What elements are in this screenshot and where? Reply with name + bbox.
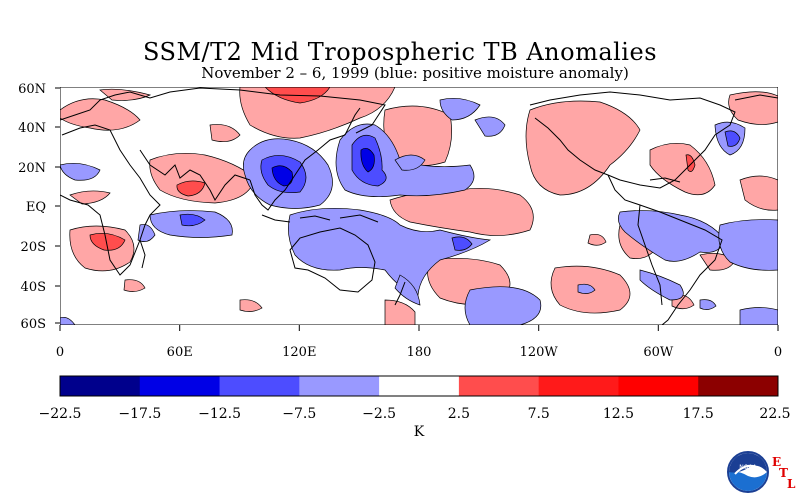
colorbar-swatch	[458, 376, 540, 396]
colorbar-swatch	[219, 376, 300, 396]
strongest-negative-anomaly	[271, 148, 375, 187]
noaa-logo: NOAA	[727, 451, 769, 493]
lat-label: 20N	[18, 161, 46, 176]
lon-label: 120W	[520, 345, 559, 360]
colorbar-label: −22.5	[39, 406, 82, 422]
colorbar-swatch	[379, 376, 460, 396]
colorbar-labels: −22.5 −17.5 −12.5 −7.5 −2.5 2.5 7.5 12.5…	[39, 406, 791, 422]
colorbar-swatch	[60, 376, 141, 396]
colorbar-label: −2.5	[362, 406, 396, 422]
page-subtitle: November 2 – 6, 1999 (blue: positive moi…	[201, 64, 629, 82]
lat-label: 60N	[18, 82, 46, 97]
lat-labels: 60N 40N 20N EQ 20S 40S 60S	[18, 82, 46, 332]
positive-anomaly-regions	[60, 87, 778, 325]
colorbar-swatch	[618, 376, 699, 396]
lon-label: 180	[407, 345, 432, 360]
lon-label: 120E	[282, 345, 316, 360]
colorbar: −22.5 −17.5 −12.5 −7.5 −2.5 2.5 7.5 12.5…	[39, 375, 791, 440]
lat-label: 60S	[21, 317, 46, 332]
colorbar-outline	[59, 375, 779, 397]
colorbar-label: 7.5	[528, 406, 550, 422]
lat-label: 40S	[21, 280, 46, 295]
lat-label: 40N	[18, 121, 46, 136]
colorbar-swatch	[538, 376, 619, 396]
etl-letter-l: L	[787, 477, 796, 491]
anomaly-map	[60, 87, 778, 325]
etl-letter-e: E	[772, 455, 781, 469]
colorbar-swatch	[299, 376, 380, 396]
coastlines	[60, 87, 778, 325]
colorbar-label: −7.5	[282, 406, 316, 422]
lon-label: 60E	[167, 345, 193, 360]
colorbar-unit: K	[414, 424, 425, 440]
colorbar-swatch	[698, 376, 779, 396]
page-title: SSM/T2 Mid Tropospheric TB Anomalies	[142, 38, 658, 66]
lat-ticks	[55, 87, 60, 324]
lon-label: 0	[56, 345, 64, 360]
noaa-logo-text: NOAA	[739, 464, 757, 471]
colorbar-label: 12.5	[603, 406, 634, 422]
colorbar-label: 2.5	[448, 406, 470, 422]
lon-ticks	[59, 325, 779, 331]
etl-logo: E T L	[772, 455, 796, 491]
etl-letter-t: T	[779, 466, 788, 480]
lat-label: EQ	[26, 200, 46, 215]
lon-label: 60W	[643, 345, 674, 360]
colorbar-label: −17.5	[118, 406, 161, 422]
colorbar-label: 17.5	[683, 406, 714, 422]
colorbar-swatches	[60, 376, 779, 396]
colorbar-label: 22.5	[759, 406, 790, 422]
lon-label: 0	[774, 345, 782, 360]
colorbar-label: −12.5	[198, 406, 241, 422]
lon-labels: 0 60E 120E 180 120W 60W 0	[56, 345, 782, 360]
colorbar-swatch	[139, 376, 221, 396]
lat-label: 20S	[21, 240, 46, 255]
